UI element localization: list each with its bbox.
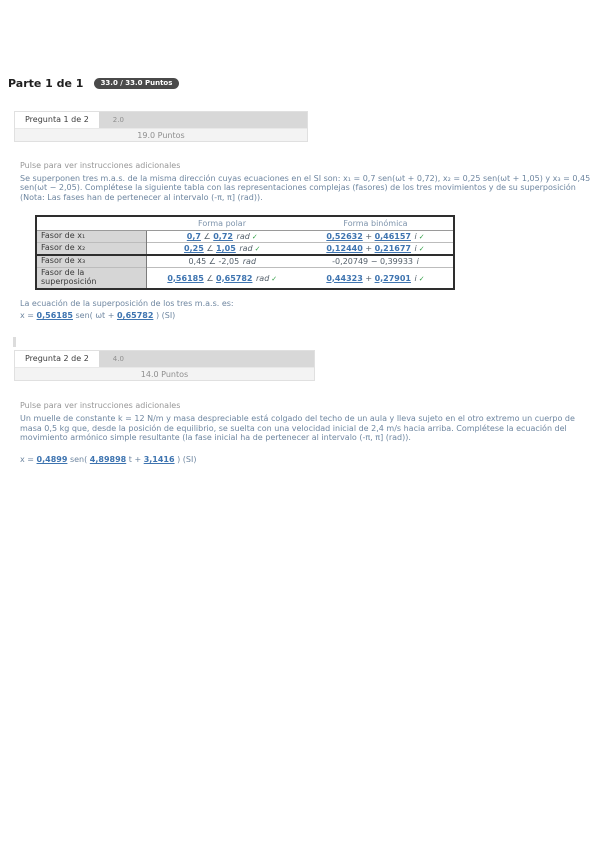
angle-symbol: ∠	[208, 257, 216, 267]
question-1-points: 19.0 Puntos	[15, 128, 307, 141]
question-1-header: Pregunta 1 de 2 2.0 19.0 Puntos	[14, 111, 308, 142]
question-1-text: Se superponen tres m.a.s. de la misma di…	[20, 174, 591, 202]
polar-cell: 0,56185 ∠ 0,65782 rad ✓	[146, 267, 298, 289]
quiz-page: Parte 1 de 1 33.0 / 33.0 Puntos Pregunta…	[0, 0, 600, 464]
col-header-polar: Forma polar	[146, 216, 298, 232]
formula-text: sen(	[67, 454, 90, 464]
question-2-header: Pregunta 2 de 2 4.0 14.0 Puntos	[14, 350, 315, 382]
table-row-x2: Fasor de x₂ 0,25 ∠ 1,05 rad ✓ 0,12440 + 0…	[36, 242, 454, 256]
given-value: 0,39933	[379, 257, 414, 267]
section-divider	[13, 337, 16, 348]
formula-text: t +	[126, 454, 144, 464]
additional-instructions-link[interactable]: Pulse para ver instrucciones adicionales	[20, 161, 181, 170]
col-header-binomica: Forma binómica	[298, 216, 454, 232]
amplitude-answer-link[interactable]: 0,56185	[36, 311, 73, 321]
row-label: Fasor de x₁	[36, 230, 147, 243]
question-2-id-label: 4.0	[112, 355, 124, 364]
question-2-text: Un muelle de constante k = 12 N/m y masa…	[20, 414, 575, 443]
angle-symbol: ∠	[203, 232, 211, 242]
angle-symbol: ∠	[206, 273, 214, 283]
answer-link[interactable]: 0,12440	[326, 244, 363, 254]
angle-symbol: ∠	[206, 244, 214, 254]
imaginary-unit: i	[414, 273, 417, 283]
operator: +	[365, 273, 373, 283]
binomica-cell: 0,12440 + 0,21677 i ✓	[298, 242, 454, 256]
question-2-title: Pregunta 2 de 2	[15, 351, 99, 368]
answer-link[interactable]: 0,27901	[374, 273, 411, 283]
binomica-cell: -0,20749 − 0,39933 i	[298, 254, 454, 268]
answer-link[interactable]: 0,52632	[326, 232, 363, 242]
unit-label: rad	[256, 273, 270, 283]
answer-link[interactable]: 1,05	[216, 244, 236, 254]
unit-label: rad	[239, 244, 253, 254]
answer-link[interactable]: 0,21677	[374, 244, 411, 254]
answer-link[interactable]: 0,25	[184, 244, 204, 254]
omega-answer-link[interactable]: 4,89898	[89, 454, 127, 464]
answer-link[interactable]: 0,7	[186, 232, 201, 242]
operator: −	[370, 257, 378, 267]
given-value: -2,05	[218, 257, 240, 267]
row-label: Fasor de x₃	[36, 254, 147, 268]
question-1: Pregunta 1 de 2 2.0 19.0 Puntos Pulse pa…	[0, 111, 600, 320]
question-2-body: Pulse para ver instrucciones adicionales…	[20, 401, 598, 463]
correct-check-icon: ✓	[254, 245, 261, 254]
phase-answer-link[interactable]: 3,1416	[143, 454, 175, 464]
question-2-formula: x = 0,4899 sen( 4,89898 t + 3,1416 ) (SI…	[20, 455, 598, 464]
phasor-table: Forma polar Forma binómica Fasor de x₁ 0…	[35, 215, 455, 290]
table-header-row: Forma polar Forma binómica	[36, 216, 454, 232]
row-label: Fasor de x₂	[36, 242, 147, 256]
operator: +	[365, 232, 373, 242]
formula-text: sen( ωt +	[72, 311, 117, 321]
formula-text: x =	[20, 311, 37, 321]
question-1-header-top: Pregunta 1 de 2 2.0	[15, 112, 307, 128]
correct-check-icon: ✓	[418, 233, 425, 242]
table-row-x1: Fasor de x₁ 0,7 ∠ 0,72 rad ✓ 0,52632 + 0,…	[36, 230, 454, 243]
correct-check-icon: ✓	[271, 274, 278, 283]
answer-link[interactable]: 0,44323	[326, 273, 363, 283]
answer-link[interactable]: 0,72	[213, 232, 233, 242]
binomica-cell: 0,52632 + 0,46157 i ✓	[298, 230, 454, 243]
additional-instructions-link[interactable]: Pulse para ver instrucciones adicionales	[20, 401, 181, 411]
answer-link[interactable]: 0,56185	[167, 273, 204, 283]
polar-cell: 0,25 ∠ 1,05 rad ✓	[146, 242, 298, 256]
part-title: Parte 1 de 1	[8, 77, 84, 90]
question-2-points: 14.0 Puntos	[15, 367, 314, 381]
question-1-id-label: 2.0	[112, 116, 124, 124]
imaginary-unit: i	[416, 257, 419, 267]
result-formula: x = 0,56185 sen( ωt + 0,65782 ) (SI)	[20, 311, 598, 320]
amplitude-answer-link[interactable]: 0,4899	[36, 454, 68, 464]
formula-text: ) (SI)	[174, 454, 197, 464]
unit-label: rad	[242, 257, 257, 267]
answer-link[interactable]: 0,65782	[216, 273, 253, 283]
part-header: Parte 1 de 1 33.0 / 33.0 Puntos	[0, 0, 600, 91]
question-2: Pregunta 2 de 2 4.0 14.0 Puntos Pulse pa…	[0, 350, 600, 464]
empty-header-cell	[36, 216, 146, 232]
question-2-header-top: Pregunta 2 de 2 4.0	[15, 351, 314, 368]
phase-answer-link[interactable]: 0,65782	[116, 311, 154, 321]
given-value: 0,45	[188, 257, 207, 267]
correct-check-icon: ✓	[418, 245, 425, 254]
question-1-body: Pulse para ver instrucciones adicionales…	[20, 161, 598, 320]
imaginary-unit: i	[414, 244, 417, 254]
imaginary-unit: i	[414, 232, 417, 242]
operator: +	[365, 244, 373, 254]
polar-cell: 0,45 ∠ -2,05 rad	[146, 254, 298, 268]
question-1-title: Pregunta 1 de 2	[15, 112, 99, 128]
correct-check-icon: ✓	[251, 233, 258, 242]
binomica-cell: 0,44323 + 0,27901 i ✓	[298, 267, 454, 289]
part-score-badge: 33.0 / 33.0 Puntos	[93, 78, 180, 89]
correct-check-icon: ✓	[418, 274, 425, 283]
row-label: Fasor de la superposición	[36, 267, 147, 289]
given-value: -0,20749	[332, 257, 369, 267]
formula-text: x =	[20, 454, 37, 464]
unit-label: rad	[236, 232, 250, 242]
result-intro-text: La ecuación de la superposición de los t…	[20, 298, 234, 308]
answer-link[interactable]: 0,46157	[374, 232, 411, 242]
formula-text: ) (SI)	[153, 311, 176, 321]
polar-cell: 0,7 ∠ 0,72 rad ✓	[146, 230, 298, 243]
table-row-superposition: Fasor de la superposición 0,56185 ∠ 0,65…	[36, 267, 454, 289]
table-row-x3: Fasor de x₃ 0,45 ∠ -2,05 rad -0,20749 − …	[36, 254, 454, 268]
